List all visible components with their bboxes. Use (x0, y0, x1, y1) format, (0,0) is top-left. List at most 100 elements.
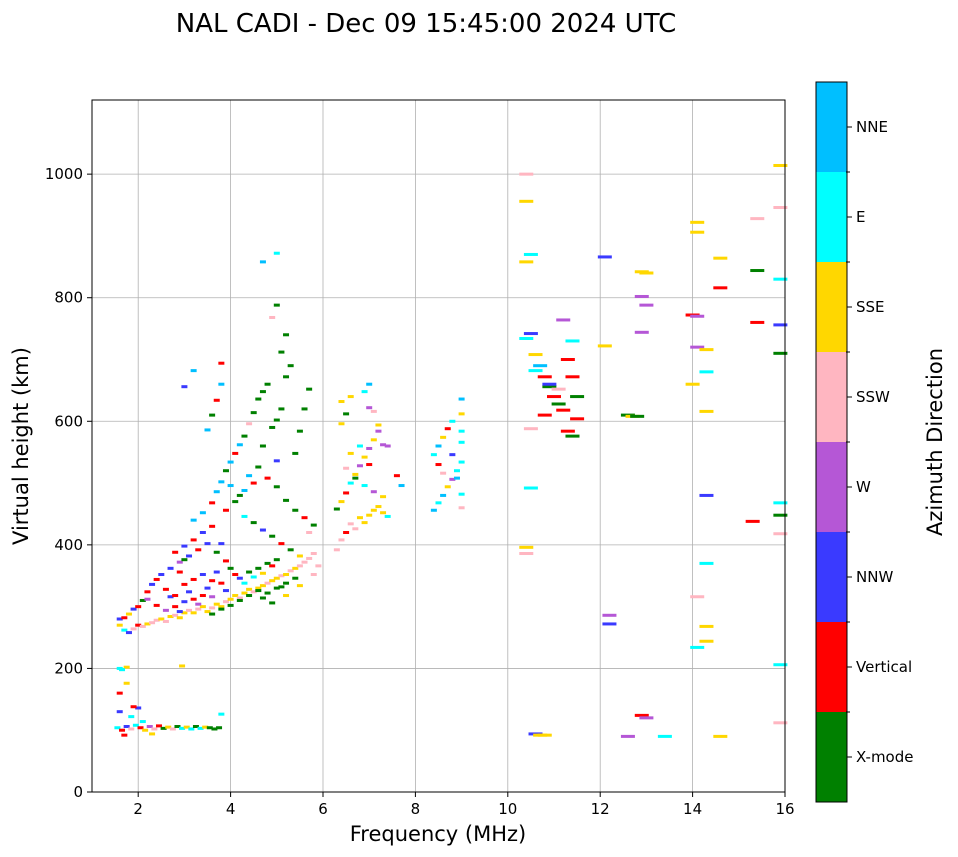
echo-point (202, 725, 209, 729)
echo-point (361, 521, 368, 525)
y-axis-label: Virtual height (km) (9, 347, 33, 545)
echo-point (176, 570, 183, 574)
trace-group (333, 382, 405, 552)
echo-point (523, 332, 538, 336)
y-axis-ticks: 0 200 400 600 800 1000 (45, 165, 92, 801)
echo-point (176, 616, 183, 620)
echo-point (123, 665, 130, 669)
echo-point (287, 569, 294, 573)
echo-point (209, 413, 216, 417)
echo-point (528, 369, 543, 373)
echo-point (190, 518, 197, 522)
trace-group (116, 668, 146, 724)
echo-point (169, 727, 176, 731)
echo-point (255, 586, 262, 590)
echo-point (232, 451, 239, 455)
y-tick-label: 800 (54, 289, 83, 307)
echo-point (537, 733, 552, 737)
echo-point (296, 429, 303, 433)
colorbar-label: SSE (856, 298, 885, 316)
colorbar-label: NNW (856, 568, 893, 586)
echo-point (227, 566, 234, 570)
echo-point (773, 532, 788, 536)
echo-point (620, 734, 635, 738)
echo-point (236, 596, 243, 600)
echo-point (519, 172, 534, 176)
echo-point (361, 390, 368, 394)
echo-point (699, 561, 714, 565)
echo-point (241, 488, 248, 492)
echo-point (296, 564, 303, 568)
echo-point (155, 724, 162, 728)
echo-point (699, 348, 714, 352)
echo-point (278, 574, 285, 578)
echo-point (273, 459, 280, 463)
echo-point (440, 471, 447, 475)
x-axis-ticks: 2 4 6 8 10 12 14 16 (133, 792, 795, 818)
y-tick-label: 200 (54, 659, 83, 677)
echo-point (264, 581, 271, 585)
echo-point (273, 485, 280, 489)
echo-point (435, 463, 442, 467)
echo-point (259, 571, 266, 575)
echo-point (380, 495, 387, 499)
x-axis-label: Frequency (MHz) (350, 822, 526, 846)
echo-point (179, 726, 186, 730)
echo-point (123, 681, 130, 685)
echo-point (209, 501, 216, 505)
echo-point (343, 531, 350, 534)
echo-point (199, 594, 206, 598)
echo-point (116, 623, 123, 627)
echo-point (634, 330, 649, 334)
echo-point (690, 595, 705, 599)
echo-point (306, 556, 313, 560)
echo-point (278, 542, 285, 546)
echo-point (750, 217, 765, 221)
echo-point (519, 199, 534, 203)
trace-group (519, 172, 585, 737)
echo-point (269, 579, 276, 583)
echo-point (537, 375, 552, 379)
echo-point (453, 469, 460, 473)
echo-point (519, 260, 534, 264)
echo-point (139, 598, 146, 602)
echo-point (690, 220, 705, 224)
echo-point (273, 586, 280, 590)
echo-point (750, 320, 765, 324)
echo-point (139, 720, 146, 724)
echo-point (430, 508, 437, 512)
colorbar-label: Vertical (856, 658, 912, 676)
echo-point (195, 607, 202, 611)
echo-point (301, 560, 308, 564)
echo-point (246, 587, 253, 591)
echo-point (333, 507, 340, 511)
echo-point (181, 611, 188, 615)
echo-point (458, 429, 465, 433)
echo-point (370, 508, 377, 512)
echo-point (241, 581, 248, 585)
echo-point (135, 605, 142, 609)
echo-point (283, 594, 290, 598)
echo-point (444, 427, 451, 431)
colorbar-label: E (856, 208, 865, 226)
echo-point (190, 577, 197, 581)
echo-point (366, 382, 373, 386)
echo-point (213, 570, 220, 574)
echo-point (246, 474, 253, 478)
echo-point (287, 548, 294, 552)
echo-point (232, 594, 239, 598)
echo-point (283, 375, 290, 379)
colorbar-label: X-mode (856, 748, 913, 766)
echo-point (269, 315, 276, 319)
echo-point (565, 434, 580, 438)
echo-point (634, 713, 649, 717)
echo-point (236, 598, 243, 602)
echo-point (287, 364, 294, 368)
echo-point (162, 608, 169, 612)
echo-point (458, 412, 465, 416)
echo-point (195, 602, 202, 606)
echo-point (255, 589, 262, 593)
echo-point (119, 728, 126, 732)
echo-point (435, 444, 442, 448)
echo-point (204, 428, 211, 432)
